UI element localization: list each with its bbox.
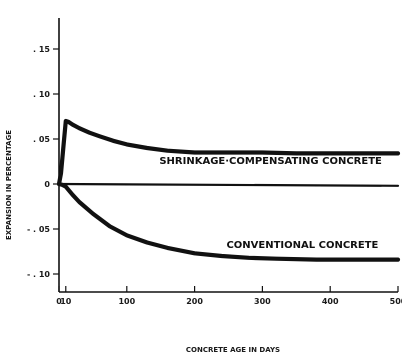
x-tick-label: 100	[118, 297, 135, 306]
x-tick-label: 300	[254, 297, 271, 306]
y-tick-label: 0	[44, 180, 50, 189]
y-tick-label: . 15	[33, 45, 50, 54]
annotations: SHRINKAGE·COMPENSATING CONCRETE CONVENTIO…	[159, 156, 382, 251]
y-tick-label: . 05	[33, 135, 50, 144]
series-line-1	[56, 118, 401, 187]
y-tick-label: - . 10	[27, 270, 50, 279]
x-axis-title: CONCRETE AGE IN DAYS	[186, 346, 280, 354]
x-tick-label: 400	[322, 297, 339, 306]
x-tick-label: 500	[390, 297, 402, 306]
series-line-2	[57, 182, 400, 187]
series-line-3	[56, 181, 401, 262]
annotation-1: SHRINKAGE·COMPENSATING CONCRETE	[159, 156, 382, 167]
x-tick-label: 200	[186, 297, 203, 306]
x-tick-label: 0	[56, 297, 62, 306]
series-layer	[56, 118, 401, 262]
x-tick-label: 10	[60, 297, 72, 306]
y-tick-label: - . 05	[27, 225, 50, 234]
y-axis-title: EXPANSION IN PERCENTAGE	[5, 130, 13, 240]
y-tick-label: . 10	[33, 90, 50, 99]
annotation-2: CONVENTIONAL CONCRETE	[226, 240, 378, 251]
